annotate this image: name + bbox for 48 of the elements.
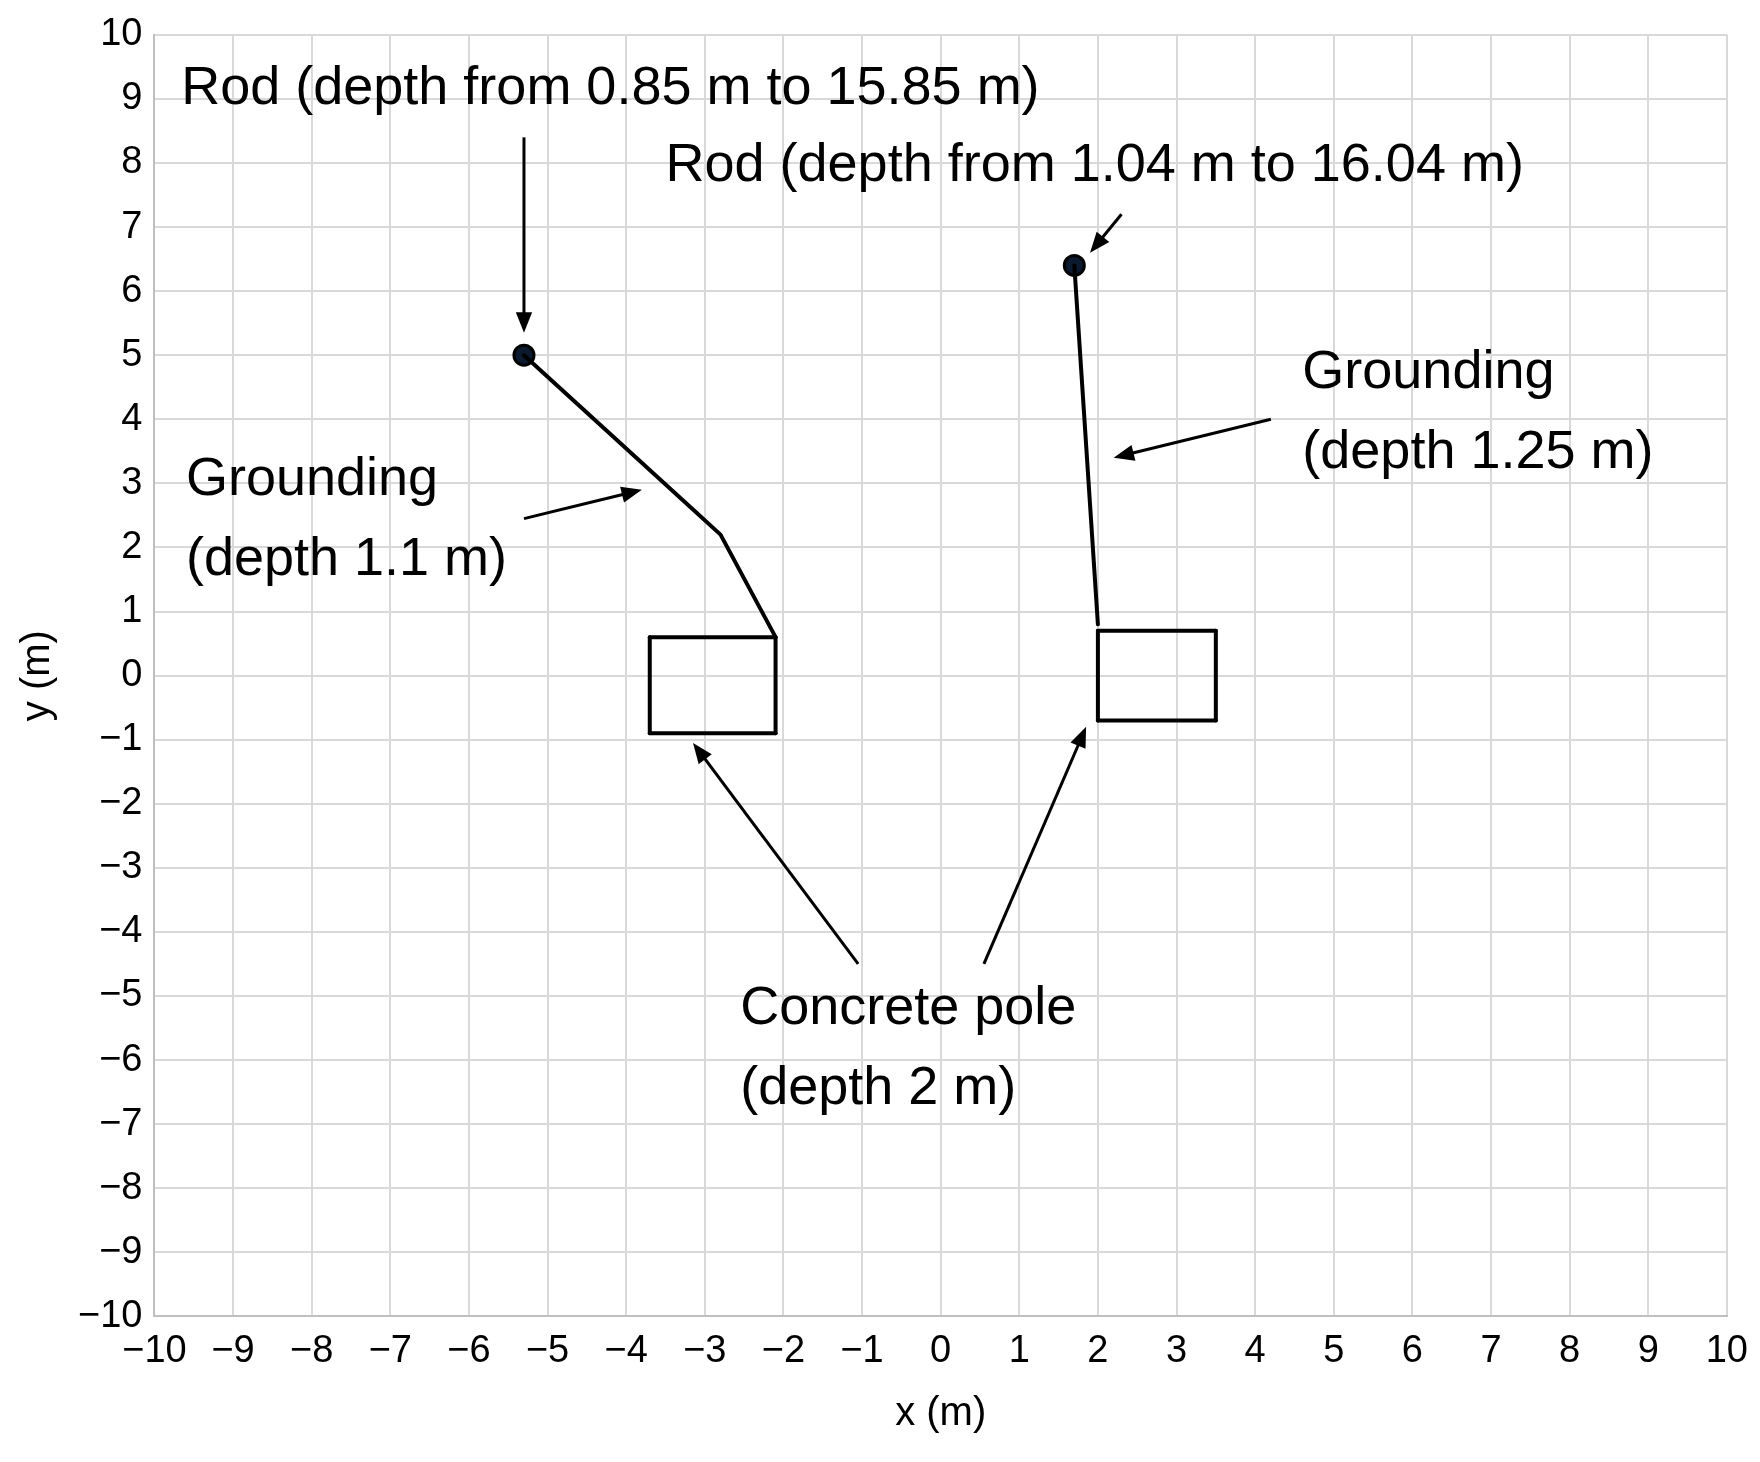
y-tick-label: 8 — [121, 139, 143, 182]
y-tick-label: −8 — [99, 1164, 143, 1207]
x-tick-label: 3 — [1165, 1327, 1188, 1370]
y-tick-label: −7 — [99, 1100, 143, 1143]
x-tick-label: 9 — [1637, 1327, 1659, 1370]
y-tick-label: 2 — [121, 523, 143, 566]
x-tick-label: 10 — [1705, 1327, 1749, 1370]
x-tick-label: 1 — [1008, 1327, 1030, 1370]
x-tick-label: −5 — [525, 1327, 570, 1370]
annotation: Rod (depth from 0.85 m to 15.85 m) — [181, 55, 1040, 116]
x-tick-label: −7 — [368, 1327, 412, 1370]
y-tick-label: 4 — [121, 395, 143, 438]
y-tick-label: −9 — [99, 1228, 143, 1271]
x-tick-label: 6 — [1401, 1327, 1423, 1370]
x-tick-label: −8 — [290, 1327, 334, 1370]
annotation: Grounding (depth 1.25 m) — [1302, 339, 1654, 480]
x-tick-label: −2 — [761, 1327, 806, 1370]
y-tick-label: −1 — [99, 716, 143, 759]
y-tick-label: 0 — [121, 652, 143, 695]
x-tick-label: 5 — [1323, 1327, 1345, 1370]
y-tick-label: 7 — [121, 203, 143, 246]
x-axis-title: x (m) — [895, 1389, 987, 1434]
y-tick-label: 6 — [121, 267, 143, 310]
annotation: Grounding (depth 1.1 m) — [185, 446, 508, 587]
x-tick-label: −6 — [447, 1327, 491, 1370]
y-tick-label: 5 — [121, 331, 143, 374]
y-tick-label: 9 — [121, 75, 143, 118]
y-tick-label: −3 — [99, 844, 143, 887]
y-tick-label: 10 — [100, 11, 143, 54]
y-tick-label: 3 — [121, 459, 143, 502]
x-tick-label: 8 — [1559, 1327, 1581, 1370]
x-tick-label: 7 — [1480, 1327, 1502, 1370]
x-tick-label: 2 — [1087, 1327, 1109, 1370]
x-tick-label: 4 — [1244, 1327, 1266, 1370]
y-axis-title: y (m) — [13, 630, 58, 722]
annotation: Rod (depth from 1.04 m to 16.04 m) — [665, 132, 1524, 193]
y-tick-label: 1 — [121, 588, 143, 630]
x-tick-label: −1 — [840, 1327, 884, 1370]
y-tick-label: −5 — [99, 972, 143, 1015]
y-tick-label: −10 — [77, 1292, 143, 1335]
y-tick-label: −4 — [99, 908, 143, 951]
x-tick-label: −3 — [683, 1327, 727, 1370]
x-tick-label: −9 — [211, 1327, 255, 1370]
x-tick-label: 0 — [930, 1327, 952, 1370]
y-tick-label: −6 — [99, 1036, 143, 1079]
y-tick-label: −2 — [99, 780, 143, 823]
annotation: Concrete pole (depth 2 m) — [740, 974, 1077, 1115]
x-tick-label: −4 — [604, 1327, 648, 1370]
